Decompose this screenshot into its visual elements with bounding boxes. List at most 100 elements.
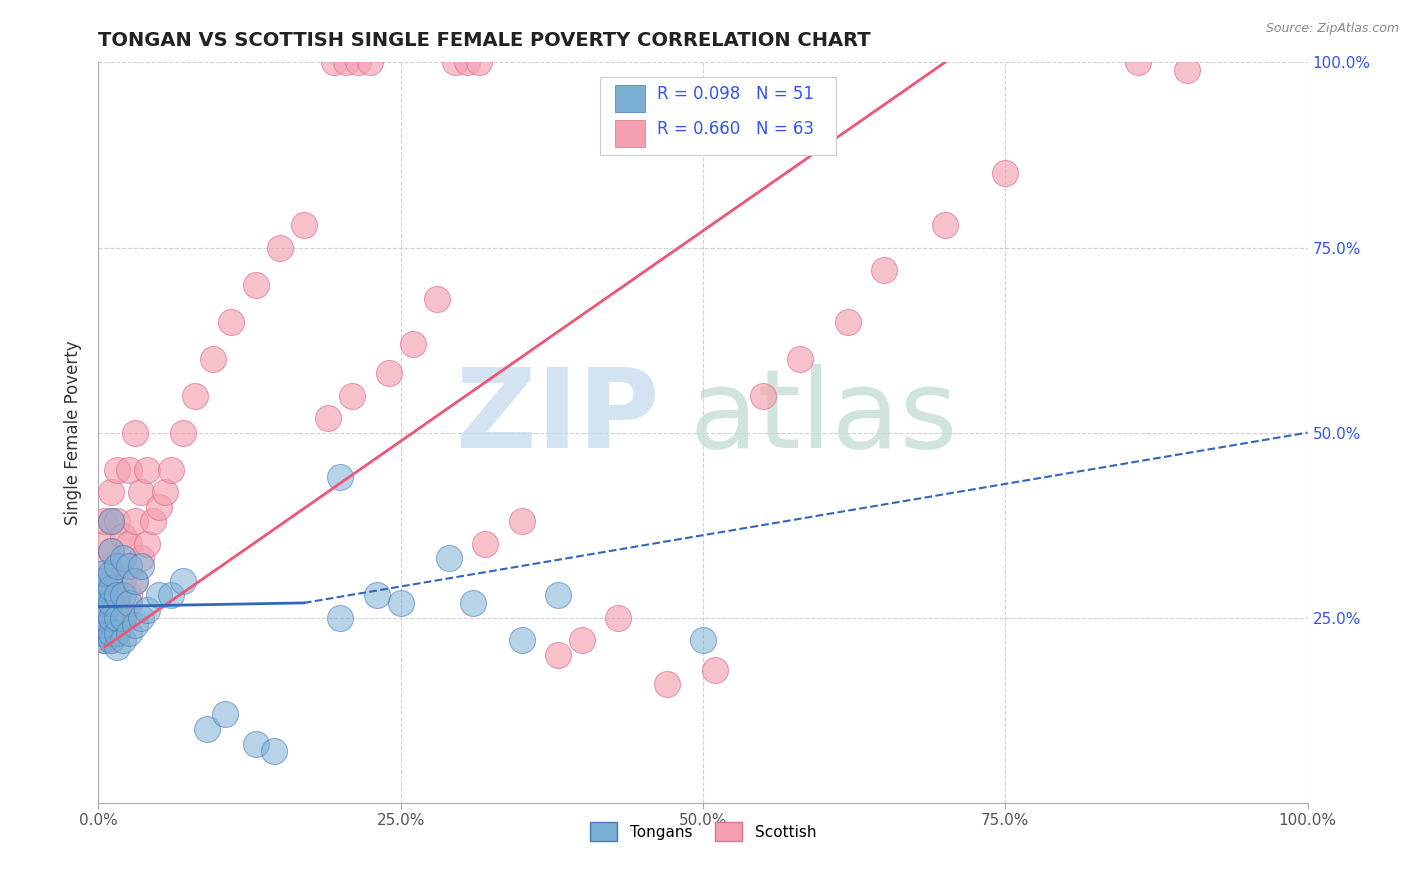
Point xyxy=(510,515,533,529)
Point xyxy=(456,55,478,70)
Point xyxy=(100,566,122,581)
Point xyxy=(100,632,122,647)
Point xyxy=(105,515,128,529)
Text: R = 0.098   N = 51: R = 0.098 N = 51 xyxy=(657,86,814,103)
Point xyxy=(148,589,170,603)
Point xyxy=(994,166,1017,180)
Point xyxy=(93,603,115,617)
Point xyxy=(342,388,364,402)
Point xyxy=(129,610,152,624)
Point xyxy=(100,544,122,558)
Point xyxy=(93,632,115,647)
Point xyxy=(118,462,141,476)
Point xyxy=(468,55,491,70)
Point xyxy=(111,632,134,647)
Point xyxy=(105,596,128,610)
Point xyxy=(172,425,194,440)
Point xyxy=(402,336,425,351)
Point xyxy=(129,551,152,566)
Point xyxy=(329,470,352,484)
Point xyxy=(93,558,115,573)
Point xyxy=(269,240,291,255)
Point xyxy=(655,677,678,691)
Point xyxy=(100,515,122,529)
Point xyxy=(111,610,134,624)
Point xyxy=(105,625,128,640)
Point xyxy=(510,632,533,647)
Point xyxy=(93,625,115,640)
Point xyxy=(93,536,115,550)
Point xyxy=(111,574,134,588)
Point xyxy=(547,589,569,603)
Point xyxy=(426,293,449,307)
Point xyxy=(100,515,122,529)
Point xyxy=(142,515,165,529)
Point xyxy=(837,314,859,328)
Point xyxy=(93,618,115,632)
Point xyxy=(105,625,128,640)
Point xyxy=(124,574,146,588)
Point xyxy=(129,558,152,573)
Point xyxy=(202,351,225,366)
Point xyxy=(100,544,122,558)
Point xyxy=(124,574,146,588)
Point xyxy=(692,632,714,647)
Point xyxy=(93,589,115,603)
Point xyxy=(93,574,115,588)
Point xyxy=(100,596,122,610)
Point xyxy=(347,55,370,70)
Point xyxy=(263,744,285,758)
Point xyxy=(129,484,152,499)
Point xyxy=(335,55,357,70)
Text: R = 0.660   N = 63: R = 0.660 N = 63 xyxy=(657,120,814,138)
Point xyxy=(124,515,146,529)
Point xyxy=(360,55,382,70)
Point xyxy=(245,737,267,751)
Point xyxy=(93,589,115,603)
Point xyxy=(111,610,134,624)
Point xyxy=(366,589,388,603)
Point xyxy=(100,596,122,610)
Point xyxy=(100,581,122,595)
Text: TONGAN VS SCOTTISH SINGLE FEMALE POVERTY CORRELATION CHART: TONGAN VS SCOTTISH SINGLE FEMALE POVERTY… xyxy=(98,30,872,50)
Point xyxy=(118,625,141,640)
Point xyxy=(135,536,157,550)
Point xyxy=(118,596,141,610)
Point xyxy=(704,663,727,677)
Point xyxy=(377,367,399,381)
Point xyxy=(245,277,267,292)
Point xyxy=(93,566,115,581)
Point xyxy=(184,388,207,402)
Point xyxy=(135,462,157,476)
Text: atlas: atlas xyxy=(690,364,957,471)
Point xyxy=(148,500,170,514)
Point xyxy=(221,314,243,328)
Point xyxy=(195,722,218,736)
Point xyxy=(124,618,146,632)
Point xyxy=(105,589,128,603)
Point xyxy=(607,610,630,624)
Point xyxy=(111,529,134,543)
Point xyxy=(1175,62,1198,77)
Text: ZIP: ZIP xyxy=(456,364,659,471)
Point xyxy=(789,351,811,366)
Point xyxy=(444,55,467,70)
Point xyxy=(93,618,115,632)
Point xyxy=(292,219,315,233)
Point xyxy=(105,640,128,655)
Point xyxy=(160,462,183,476)
Point xyxy=(934,219,956,233)
FancyBboxPatch shape xyxy=(614,86,645,112)
Point xyxy=(118,589,141,603)
Point xyxy=(100,574,122,588)
Point xyxy=(100,632,122,647)
Point xyxy=(93,515,115,529)
Point xyxy=(474,536,496,550)
Point xyxy=(100,625,122,640)
Point xyxy=(329,610,352,624)
Point xyxy=(124,425,146,440)
Point xyxy=(153,484,176,499)
Point xyxy=(214,706,236,721)
Point xyxy=(105,558,128,573)
Point xyxy=(316,410,339,425)
